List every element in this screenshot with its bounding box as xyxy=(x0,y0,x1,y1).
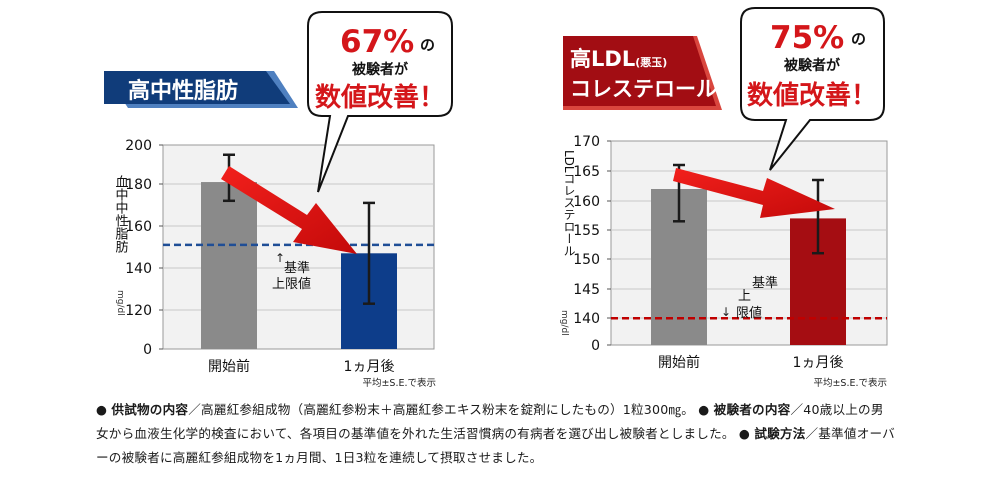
chart-1-x-label-after: 1ヵ月後 xyxy=(344,359,395,375)
chart-2-title-line2: コレステロール xyxy=(570,77,717,101)
chart-2-reference-annotation: 基準 上 限値 ↓ xyxy=(721,275,778,321)
chart-2-callout-percent: 75% xyxy=(770,20,844,56)
y-tick-label: 120 xyxy=(125,303,152,319)
chart-2-title-banner: 高LDL(悪玉) コレステロール xyxy=(563,36,722,110)
y-tick-label: 160 xyxy=(573,194,600,210)
chart-1-callout-no: の xyxy=(420,36,435,54)
chart-1-ref-arrow: ↑ xyxy=(275,251,285,265)
study-notes: ● 供試物の内容／高麗紅参組成物（高麗紅参粉末＋高麗紅参エキス粉末を錠剤にしたも… xyxy=(96,398,896,470)
chart-2-ref-limit: 限値 xyxy=(736,305,762,321)
chart-1-callout-percent: 67% xyxy=(340,24,414,60)
notes-s1-text: ／高麗紅参組成物（高麗紅参粉末＋高麗紅参エキス粉末を錠剤にしたもの）1粒300㎎… xyxy=(188,402,695,417)
chart-1-title: 高中性脂肪 xyxy=(128,78,238,104)
chart-2-callout-no: の xyxy=(851,30,866,48)
chart-1-ref-base: 基準 xyxy=(284,260,310,276)
chart-2-ref-arrow: ↓ xyxy=(721,305,731,319)
chart-1-y-ticks: 0 120 140 160 180 200 xyxy=(125,138,163,358)
chart-1-trend-arrow xyxy=(221,166,357,254)
chart-2-ref-base: 基準 xyxy=(752,275,778,291)
notes-s3-head: 試験方法 xyxy=(754,426,806,441)
chart-2-footnote: 平均±S.E.で表示 xyxy=(813,377,887,389)
chart-1-x-label-before: 開始前 xyxy=(208,358,250,375)
y-tick-label: 0 xyxy=(591,338,600,354)
chart-2-callout: 75% の 被験者が 数値改善！ xyxy=(740,7,885,171)
y-tick-label: 200 xyxy=(125,138,152,154)
bullet-icon: ● xyxy=(698,402,710,417)
y-tick-label: 180 xyxy=(125,177,152,193)
chart-2-ref-upper: 上 xyxy=(738,289,751,304)
y-tick-label: 145 xyxy=(573,282,600,298)
chart-2-y-ticks: 0 140 145 150 155 160 165 170 xyxy=(573,134,611,354)
y-tick-label: 140 xyxy=(573,311,600,327)
chart-1-title-banner: 高中性脂肪 xyxy=(104,71,298,108)
notes-s3-text: ／基準値オーバーの被験者に高麗紅参組成物を1ヵ月間、1日3粒を連続して摂取させま… xyxy=(96,426,895,465)
chart-2-x-label-before: 開始前 xyxy=(658,354,700,371)
bar-before xyxy=(201,182,257,349)
y-tick-label: 150 xyxy=(573,252,600,268)
y-tick-label: 155 xyxy=(573,223,600,239)
chart-2-x-label-after: 1ヵ月後 xyxy=(793,355,844,371)
charts-canvas: 高中性脂肪 0 120 140 160 180 200 血中中性脂肪 mg/dl ↑ 上限… xyxy=(104,7,888,389)
chart-1-ref-upper: 上限値 xyxy=(272,276,311,292)
chart-1-y-label: 血中中性脂肪 xyxy=(113,175,129,253)
chart-2-trend-arrow xyxy=(673,168,835,218)
y-tick-label: 0 xyxy=(143,342,152,358)
y-tick-label: 170 xyxy=(573,134,600,150)
bullet-icon: ● xyxy=(96,402,108,417)
chart-1-footnote: 平均±S.E.で表示 xyxy=(362,377,436,389)
svg-text:高LDL(悪玉): 高LDL(悪玉) xyxy=(570,47,667,71)
chart-1-callout-line2: 被験者が xyxy=(352,61,409,78)
bullet-icon: ● xyxy=(738,426,751,441)
chart-1-callout-line3: 数値改善！ xyxy=(315,82,445,113)
notes-s2-text: ／40歳以上の男女から血液生化学的検査において、各項目の基準値を外れた生活習慣病… xyxy=(96,402,884,441)
chart-2-callout-line3: 数値改善！ xyxy=(747,80,877,111)
chart-1-reference-annotation: ↑ 上限値 基準 xyxy=(272,251,311,292)
chart-2-callout-line2: 被験者が xyxy=(784,57,841,74)
chart-2: 高LDL(悪玉) コレステロール 0140145150155160165170 … xyxy=(559,7,888,389)
chart-1-callout: 67% の 被験者が 数値改善！ xyxy=(307,11,453,193)
chart-1-y-unit: mg/dl xyxy=(115,290,125,316)
y-tick-label: 140 xyxy=(125,261,152,277)
chart-2-title: 高LDL xyxy=(570,47,635,71)
chart-1: 高中性脂肪 0 120 140 160 180 200 血中中性脂肪 mg/dl ↑ 上限… xyxy=(104,11,453,389)
notes-s1-head: 供試物の内容 xyxy=(111,402,189,417)
notes-s2-head: 被験者の内容 xyxy=(713,402,791,417)
chart-2-y-unit: mg/dl xyxy=(559,310,569,336)
y-tick-label: 165 xyxy=(573,164,600,180)
y-tick-label: 160 xyxy=(125,219,152,235)
chart-2-title-suffix: (悪玉) xyxy=(635,56,667,69)
chart-2-y-label: LDLコレステロール xyxy=(562,150,576,257)
